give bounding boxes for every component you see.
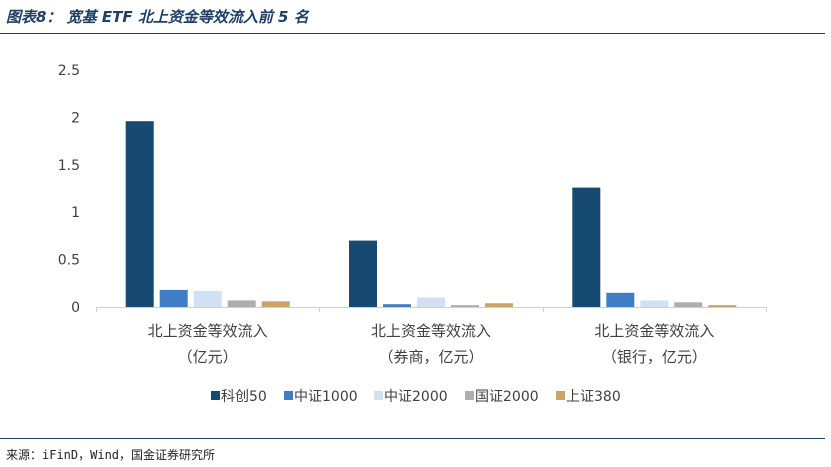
source-note: 来源：iFinD，Wind，国金证券研究所 [6, 448, 216, 462]
bar [674, 302, 703, 307]
source-divider [0, 438, 825, 439]
bar [383, 304, 411, 307]
bar [125, 121, 154, 307]
bar [227, 300, 256, 307]
legend-label: 中证1000 [294, 389, 358, 405]
x-category-label: （券商，亿元） [378, 348, 483, 366]
legend-swatch [465, 391, 474, 400]
legend-label: 中证2000 [384, 389, 448, 405]
bar [451, 305, 479, 307]
legend-label: 国证2000 [475, 389, 539, 405]
bar [159, 289, 188, 307]
legend-swatch [284, 391, 293, 400]
bar [417, 297, 445, 307]
legend-swatch [211, 391, 220, 400]
bar [485, 303, 513, 307]
bar [606, 292, 635, 307]
y-tick-label: 0 [71, 300, 80, 316]
bar [261, 301, 290, 307]
legend-swatch [556, 391, 565, 400]
legend-label: 上证380 [566, 389, 621, 405]
y-tick-label: 1 [71, 205, 80, 221]
bar [572, 187, 601, 307]
x-category-label: （银行，亿元） [602, 348, 707, 366]
legend-label: 科创50 [221, 389, 267, 405]
bar [349, 240, 377, 307]
title-divider [0, 33, 825, 34]
legend-item: 上证380 [556, 389, 621, 405]
bar [640, 300, 669, 307]
x-axis [96, 307, 767, 312]
bar [193, 290, 222, 307]
legend-item: 国证2000 [465, 389, 539, 405]
x-category-label: 北上资金等效流入 [371, 322, 491, 340]
x-category-label: 北上资金等效流入 [148, 322, 268, 340]
y-tick-label: 1.5 [58, 158, 80, 174]
legend-swatch [374, 391, 383, 400]
y-tick-label: 0.5 [58, 253, 80, 269]
legend-item: 中证2000 [374, 389, 448, 405]
y-tick-label: 2 [71, 110, 80, 126]
legend: 科创50 中证1000 中证2000 国证2000 上证380 [211, 389, 621, 405]
bar [708, 305, 737, 307]
category-labels: 北上资金等效流入 （亿元） 北上资金等效流入 （券商，亿元） 北上资金等效流入 （银行，亿… [148, 322, 715, 366]
y-axis: 0 0.5 1 1.5 2 2.5 [58, 63, 80, 316]
figure-title: 图表8： 宽基 ETF 北上资金等效流入前 5 名 [6, 8, 309, 26]
legend-item: 中证1000 [284, 389, 358, 405]
bars [125, 121, 737, 307]
y-tick-label: 2.5 [58, 63, 80, 79]
x-category-label: 北上资金等效流入 [594, 322, 714, 340]
x-category-label: （亿元） [178, 348, 238, 366]
legend-item: 科创50 [211, 389, 267, 405]
